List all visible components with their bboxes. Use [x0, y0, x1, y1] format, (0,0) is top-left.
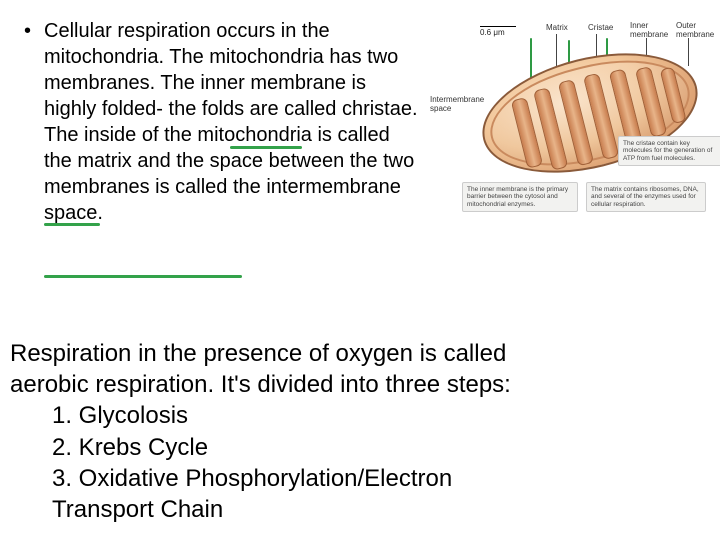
step-item: Transport Chain	[52, 494, 700, 525]
pointer-line	[688, 38, 689, 66]
scale-bar: 0.6 μm	[480, 26, 516, 37]
scale-label: 0.6 μm	[480, 28, 516, 37]
pointer-line	[556, 34, 557, 68]
intro-line: aerobic respiration. It's divided into t…	[10, 369, 700, 400]
cristae-fold	[660, 66, 687, 124]
diagram-label: Inner membrane	[630, 22, 674, 40]
bottom-section: Respiration in the presence of oxygen is…	[10, 338, 700, 525]
bullet-marker: •	[20, 18, 44, 228]
bullet-block: • Cellular respiration occurs in the mit…	[20, 18, 422, 228]
step-item: 3. Oxidative Phosphorylation/Electron	[52, 463, 700, 494]
diagram-label: Outer membrane	[676, 22, 720, 40]
bullet-text: Cellular respiration occurs in the mitoc…	[44, 18, 422, 228]
annotation-underline	[44, 223, 100, 226]
step-item: 2. Krebs Cycle	[52, 432, 700, 463]
intermembrane-space-label: Intermembrane space	[430, 96, 486, 114]
step-item: 1. Glycolosis	[52, 400, 700, 431]
mitochondria-diagram: 0.6 μm MatrixCristaeInner membraneOuter …	[430, 18, 710, 228]
bullet-paragraph: Cellular respiration occurs in the mitoc…	[44, 20, 418, 224]
diagram-callout: The cristae contain key molecules for th…	[618, 136, 720, 166]
intro-line: Respiration in the presence of oxygen is…	[10, 338, 700, 369]
mito-body	[470, 33, 710, 193]
annotation-underline	[44, 275, 242, 278]
diagram-label: Matrix	[546, 24, 568, 33]
top-section: • Cellular respiration occurs in the mit…	[0, 0, 720, 228]
diagram-callout: The matrix contains ribosomes, DNA, and …	[586, 182, 706, 212]
annotation-underline	[230, 146, 302, 149]
step-list: 1. Glycolosis 2. Krebs Cycle 3. Oxidativ…	[10, 400, 700, 525]
diagram-label: Cristae	[588, 24, 613, 33]
diagram-callout: The inner membrane is the primary barrie…	[462, 182, 578, 212]
